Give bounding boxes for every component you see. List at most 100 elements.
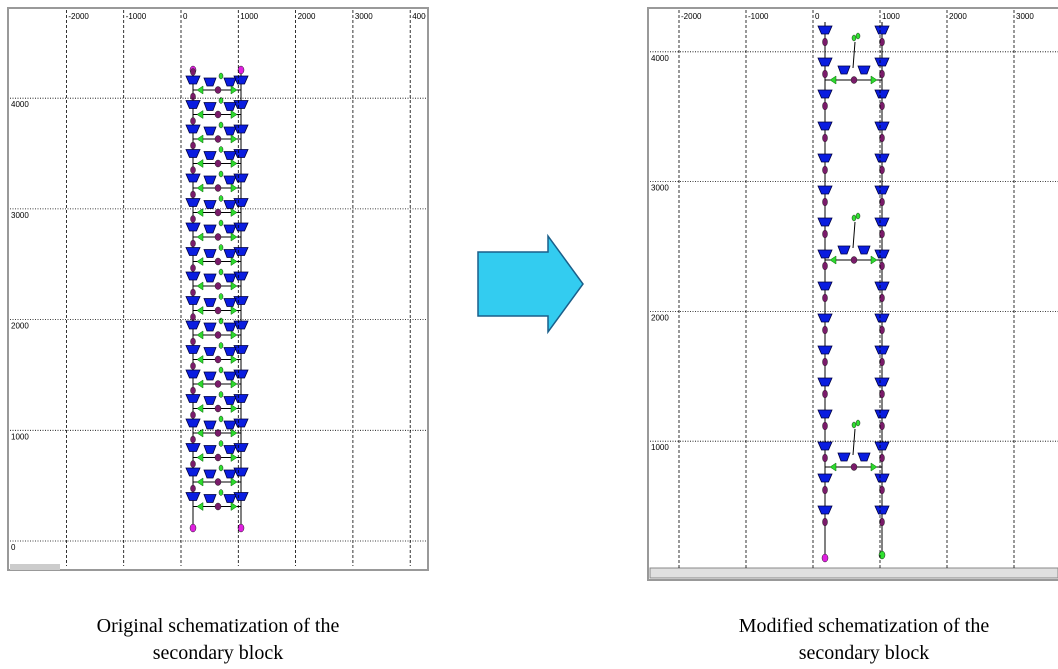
node-icon <box>823 390 828 398</box>
x-tick-label: 3000 <box>1016 12 1034 21</box>
node-icon <box>851 257 857 264</box>
node-icon <box>219 490 223 496</box>
y-tick-label: 3000 <box>11 211 29 220</box>
node-icon <box>215 454 221 461</box>
y-tick-label: 4000 <box>651 54 669 63</box>
node-icon <box>191 216 196 223</box>
node-icon <box>191 412 196 419</box>
node-icon <box>191 289 196 296</box>
node-icon <box>219 416 223 422</box>
node-icon <box>191 485 196 492</box>
node-icon <box>191 338 196 345</box>
node-icon <box>823 134 828 142</box>
node-icon <box>191 167 196 174</box>
node-icon <box>219 196 223 202</box>
node-icon <box>215 479 221 486</box>
node-icon <box>219 343 223 349</box>
node-icon <box>823 454 828 462</box>
y-tick-label: 0 <box>11 543 16 552</box>
x-tick-label: -1000 <box>748 12 769 21</box>
node-icon <box>852 422 856 428</box>
node-icon <box>856 33 860 39</box>
y-tick-label: 1000 <box>651 443 669 452</box>
node-icon <box>823 326 828 334</box>
left-scrollbar <box>10 564 60 570</box>
y-tick-label: 2000 <box>651 313 669 322</box>
arrow <box>478 236 583 332</box>
node-icon <box>215 185 221 192</box>
screenshot: -2000 -1000 0 1000 2000 3000 4000 4000 3000 2000 1… <box>0 0 1058 669</box>
node-icon <box>215 209 221 216</box>
node-icon <box>191 265 196 272</box>
node-icon <box>190 524 196 532</box>
x-tick-label: -2000 <box>681 12 702 21</box>
x-tick-label: 2000 <box>949 12 967 21</box>
node-icon <box>191 461 196 468</box>
node-icon <box>856 420 860 426</box>
node-icon <box>215 87 221 94</box>
node-icon <box>215 356 221 363</box>
x-tick-label: 0 <box>815 12 820 21</box>
node-icon <box>823 198 828 206</box>
node-icon <box>219 245 223 251</box>
y-tick-label: 1000 <box>11 432 29 441</box>
node-icon <box>191 93 196 100</box>
node-icon <box>219 220 223 226</box>
y-tick-label: 4000 <box>11 100 29 109</box>
node-icon <box>215 136 221 143</box>
x-tick-label: 3000 <box>355 12 373 21</box>
node-icon <box>823 294 828 302</box>
node-icon <box>856 213 860 219</box>
x-tick-label: -1000 <box>126 12 147 21</box>
y-tick-label: 2000 <box>11 322 29 331</box>
node-icon <box>215 283 221 290</box>
node-icon <box>215 258 221 265</box>
node-icon <box>219 147 223 153</box>
node-icon <box>851 77 857 84</box>
x-tick-label: 0 <box>183 12 188 21</box>
node-icon <box>215 381 221 388</box>
node-icon <box>852 215 856 221</box>
x-tick-label: 1000 <box>240 12 258 21</box>
node-icon <box>238 66 244 74</box>
node-icon <box>823 358 828 366</box>
node-icon <box>851 464 857 471</box>
node-icon <box>215 332 221 339</box>
node-icon <box>219 269 223 275</box>
right-panel <box>648 8 1058 580</box>
node-icon <box>823 230 828 238</box>
node-icon <box>191 191 196 198</box>
node-icon <box>823 262 828 270</box>
caption: Original schematization of the <box>97 615 340 637</box>
node-icon <box>823 422 828 430</box>
node-icon <box>191 118 196 125</box>
node-icon <box>823 70 828 78</box>
node-icon <box>219 367 223 373</box>
node-icon <box>823 486 828 494</box>
node-icon <box>219 392 223 398</box>
caption: secondary block <box>153 642 284 664</box>
node-icon <box>215 307 221 314</box>
node-icon <box>215 405 221 412</box>
node-icon <box>823 518 828 526</box>
caption: Modified schematization of the <box>739 615 990 637</box>
caption: secondary block <box>799 642 930 664</box>
x-tick-label: 2000 <box>298 12 316 21</box>
node-icon <box>219 73 223 79</box>
node-icon <box>215 160 221 167</box>
node-icon <box>191 436 196 443</box>
y-tick-label: 3000 <box>651 184 669 193</box>
node-icon <box>219 122 223 128</box>
node-icon <box>823 102 828 110</box>
node-icon <box>215 503 221 510</box>
node-icon <box>191 363 196 370</box>
node-icon <box>215 111 221 118</box>
node-icon <box>219 465 223 471</box>
node-icon <box>219 441 223 447</box>
node-icon <box>823 166 828 174</box>
node-icon <box>219 294 223 300</box>
x-tick-label: 1000 <box>882 12 900 21</box>
node-icon <box>822 554 828 562</box>
node-icon <box>191 387 196 394</box>
x-tick-label: -2000 <box>68 12 89 21</box>
